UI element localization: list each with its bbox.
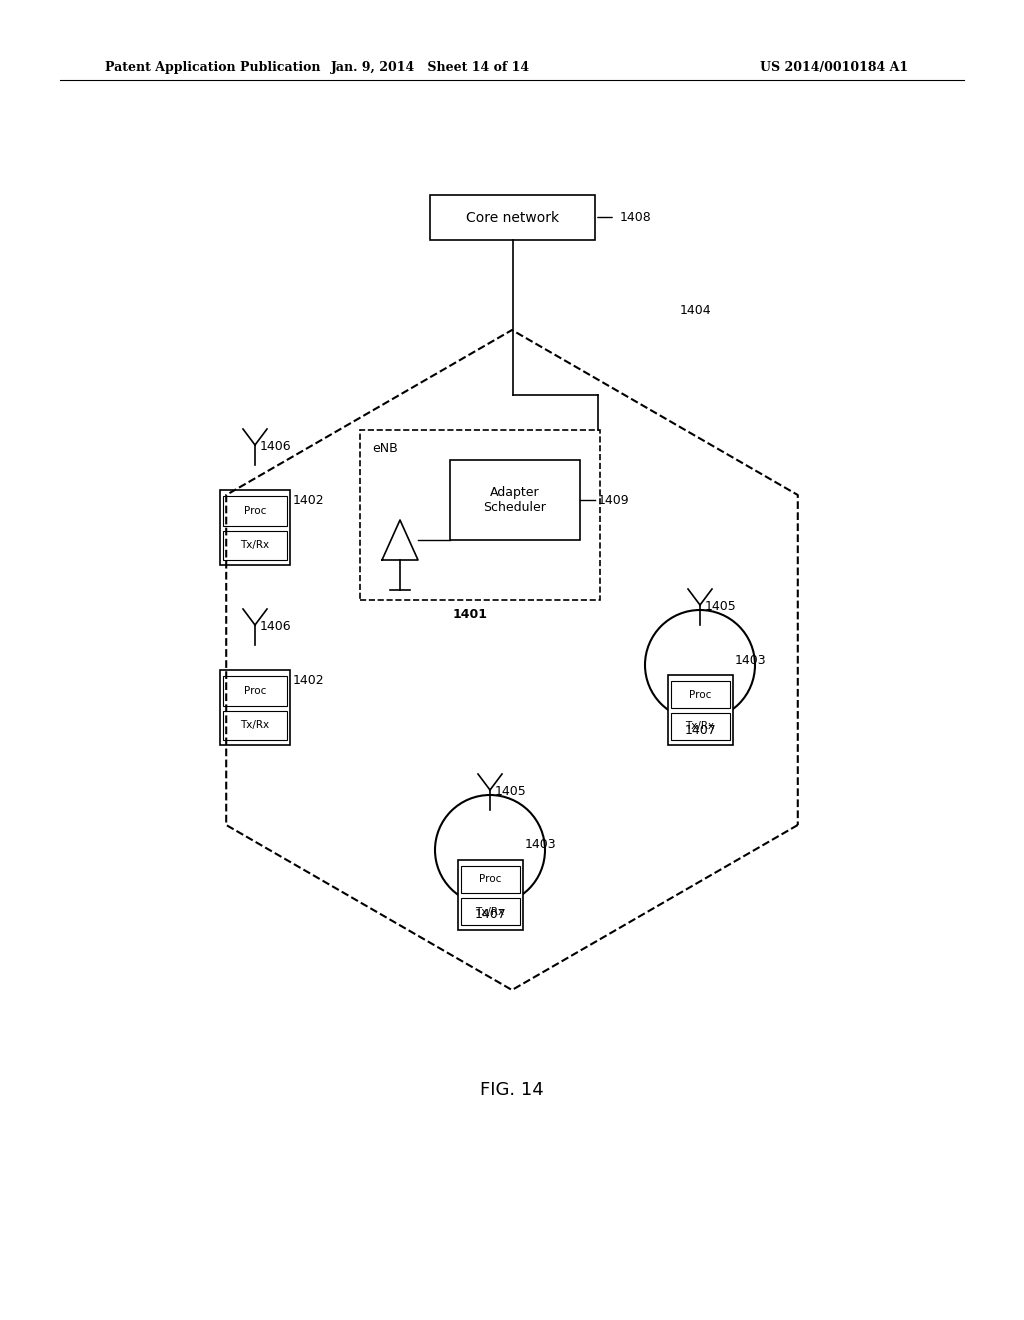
Text: Proc: Proc <box>244 686 266 696</box>
Text: 1403: 1403 <box>735 653 767 667</box>
Bar <box>671 681 729 708</box>
Text: 1403: 1403 <box>525 838 557 851</box>
Circle shape <box>435 795 545 906</box>
Text: 1406: 1406 <box>260 620 292 634</box>
Bar <box>220 671 290 744</box>
Text: 1405: 1405 <box>495 785 526 799</box>
Bar <box>461 866 519 894</box>
Circle shape <box>645 610 755 719</box>
Text: Tx/Rx: Tx/Rx <box>475 907 505 916</box>
Text: 1409: 1409 <box>598 494 630 507</box>
Bar <box>668 675 732 744</box>
Text: 1407: 1407 <box>475 908 507 921</box>
Text: eNB: eNB <box>372 442 397 455</box>
Text: 1401: 1401 <box>453 609 487 622</box>
Text: 1405: 1405 <box>705 601 736 612</box>
Text: Jan. 9, 2014   Sheet 14 of 14: Jan. 9, 2014 Sheet 14 of 14 <box>331 62 529 74</box>
Text: 1407: 1407 <box>685 723 717 737</box>
Text: 1406: 1406 <box>260 440 292 453</box>
Bar <box>223 676 287 705</box>
Bar <box>458 861 522 931</box>
Text: Tx/Rx: Tx/Rx <box>241 540 269 550</box>
Text: FIG. 14: FIG. 14 <box>480 1081 544 1100</box>
Bar <box>450 459 580 540</box>
Text: Core network: Core network <box>466 210 559 224</box>
Bar <box>461 898 519 925</box>
Text: Proc: Proc <box>689 689 712 700</box>
Bar <box>430 195 595 240</box>
Text: Proc: Proc <box>244 506 266 516</box>
Bar <box>360 430 600 601</box>
Bar <box>223 710 287 741</box>
Text: Tx/Rx: Tx/Rx <box>241 721 269 730</box>
Text: 1402: 1402 <box>293 673 325 686</box>
Text: 1402: 1402 <box>293 494 325 507</box>
Text: Proc: Proc <box>479 874 501 884</box>
Text: Adapter
Scheduler: Adapter Scheduler <box>483 486 547 513</box>
Text: Tx/Rx: Tx/Rx <box>685 722 715 731</box>
Bar <box>223 531 287 560</box>
Text: 1404: 1404 <box>680 304 712 317</box>
Text: 1408: 1408 <box>620 211 651 224</box>
Bar <box>220 490 290 565</box>
Bar <box>671 713 729 741</box>
Text: US 2014/0010184 A1: US 2014/0010184 A1 <box>760 62 908 74</box>
Text: Patent Application Publication: Patent Application Publication <box>105 62 321 74</box>
Bar <box>223 496 287 525</box>
